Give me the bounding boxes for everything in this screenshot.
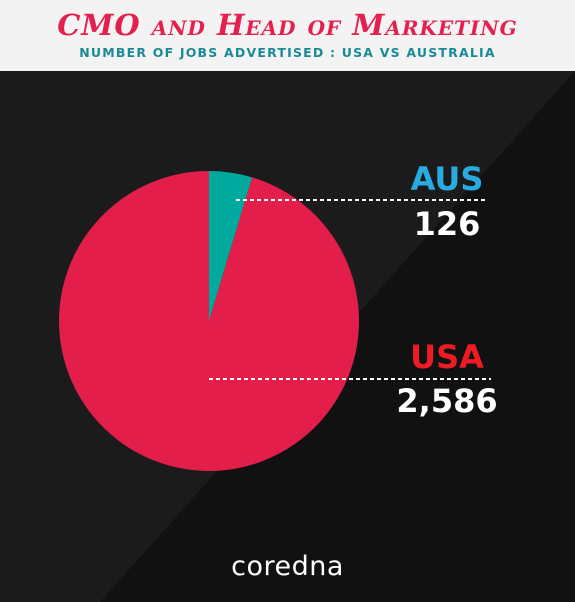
chart-subtitle: NUMBER OF JOBS ADVERTISED : USA VS AUSTR… (79, 45, 496, 60)
category-label-usa: USA (410, 338, 484, 376)
chart-area: AUS 126 USA 2,586 (0, 71, 575, 602)
value-label-usa: 2,586 (396, 382, 497, 420)
brand-wordmark: coredna (231, 551, 344, 582)
chart-title: CMO and Head of Marketing (57, 8, 518, 42)
pie-chart: AUS 126 USA 2,586 (59, 71, 575, 602)
category-label-aus: AUS (411, 160, 484, 198)
coredna-logo: coredna (0, 551, 575, 582)
header-banner: CMO and Head of Marketing NUMBER OF JOBS… (0, 0, 575, 71)
value-label-aus: 126 (414, 205, 481, 243)
pie-slice-usa (59, 171, 360, 471)
pie-slice-aus (209, 171, 253, 321)
